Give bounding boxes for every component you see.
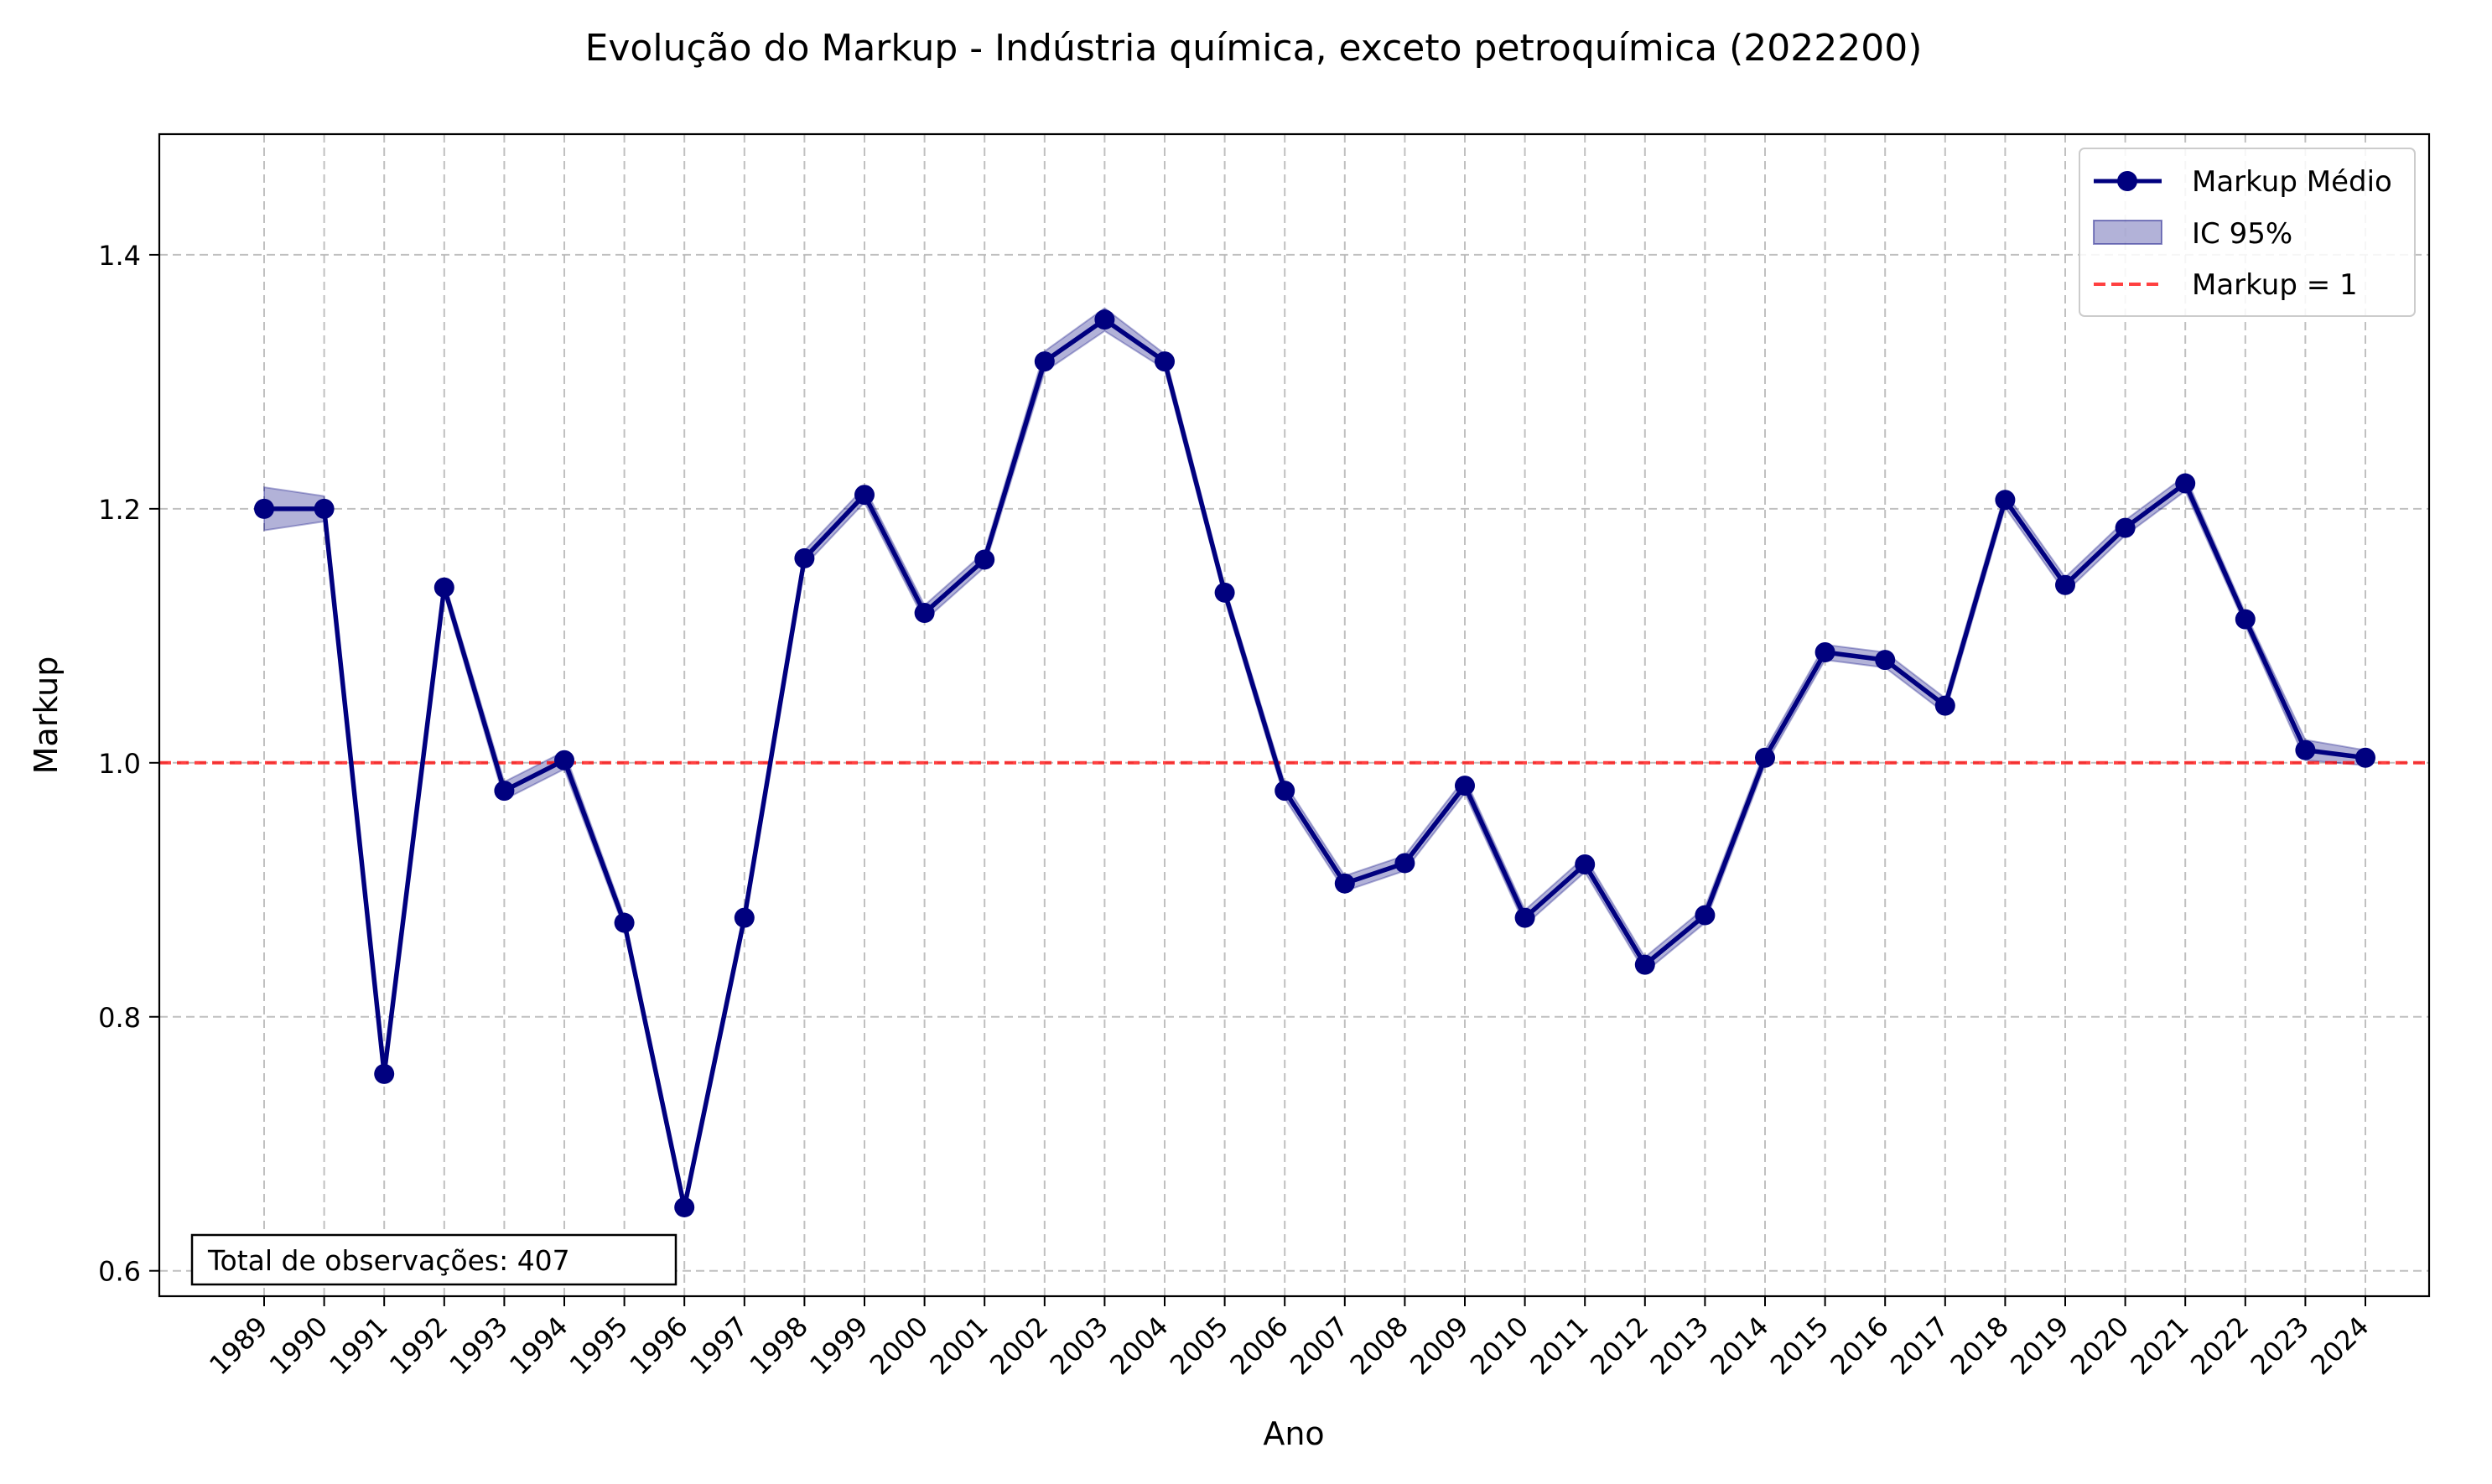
legend-marker-markup-medio [2117, 171, 2137, 191]
plot-frame [158, 132, 2431, 1298]
data-point [914, 603, 935, 624]
data-point [374, 1063, 395, 1084]
data-point [254, 498, 274, 519]
data-point [734, 907, 755, 928]
data-point [1695, 905, 1716, 926]
data-point [794, 547, 815, 568]
data-point [434, 577, 454, 598]
data-point [1034, 351, 1055, 372]
data-point [1634, 954, 1655, 975]
y-axis-label: Markup [28, 656, 65, 775]
y-tick-label: 1.2 [98, 494, 141, 526]
data-point [1334, 873, 1355, 894]
data-point [2115, 517, 2136, 538]
y-tick-label: 1.0 [98, 748, 141, 780]
data-point [854, 485, 875, 506]
data-point [1875, 650, 1896, 671]
data-point [2355, 747, 2375, 768]
data-point [494, 781, 515, 802]
data-point [1155, 351, 1175, 372]
observations-annotation: Total de observações: 407 [190, 1233, 678, 1286]
data-point [554, 750, 574, 771]
series-line [264, 317, 2366, 1210]
data-point [2295, 739, 2316, 760]
data-point [1934, 695, 1955, 716]
annotation-text: Total de observações: 407 [207, 1244, 570, 1277]
series-markup-medio [254, 309, 2375, 1217]
y-tick-label: 0.8 [98, 1002, 141, 1034]
legend-label-markup-medio: Markup Médio [2192, 165, 2392, 199]
data-point [1514, 907, 1535, 928]
data-point [314, 498, 335, 519]
y-tick-label: 0.6 [98, 1256, 141, 1288]
data-point [1094, 309, 1115, 330]
data-point [1755, 747, 1775, 768]
x-axis-label: Ano [1263, 1415, 1324, 1452]
legend-box [2079, 148, 2416, 317]
data-point [1394, 853, 1415, 874]
data-point [614, 912, 635, 933]
chart-title: Evolução do Markup - Indústria química, … [585, 27, 1923, 70]
legend-label-reference: Markup = 1 [2192, 268, 2358, 302]
data-point [2055, 574, 2075, 595]
annotation-box [190, 1233, 678, 1286]
data-point [2235, 609, 2256, 630]
legend-swatch-ic [2093, 220, 2162, 245]
plot-area [158, 132, 2431, 1298]
data-point [1814, 642, 1835, 663]
y-tick-label: 1.4 [98, 240, 141, 272]
data-point [1575, 854, 1596, 874]
data-point [1275, 781, 1295, 802]
data-point [1455, 776, 1475, 796]
data-point [974, 549, 995, 570]
data-point [2175, 473, 2196, 494]
plot-background [159, 134, 2429, 1296]
data-point [1214, 582, 1235, 603]
legend: Markup Médio IC 95% Markup = 1 [2079, 148, 2416, 317]
data-point [674, 1196, 695, 1217]
legend-label-ic: IC 95% [2192, 217, 2292, 251]
data-point [1995, 490, 2016, 511]
